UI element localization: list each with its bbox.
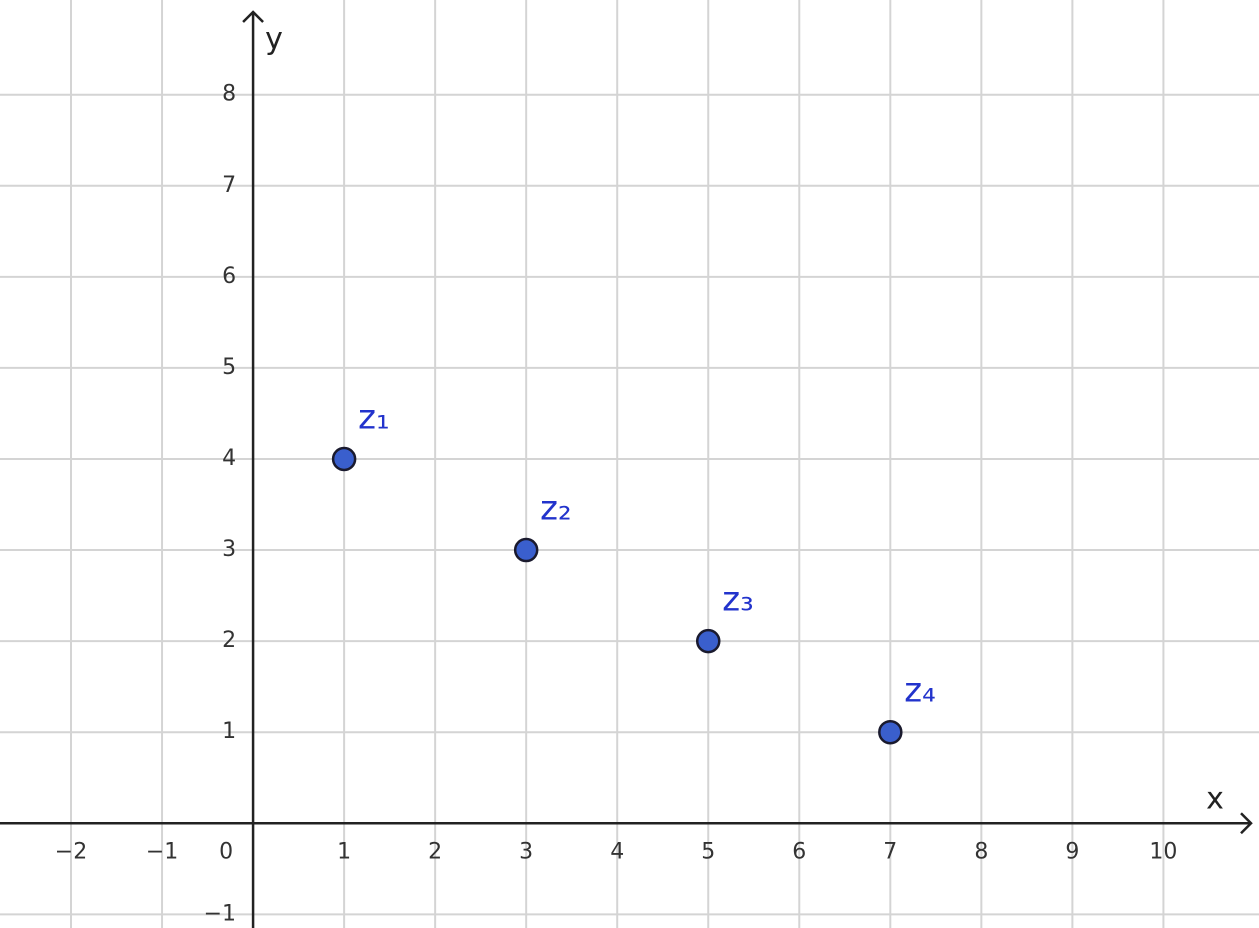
y-axis-label: y [265,22,283,57]
x-tick-label: 2 [428,839,442,864]
y-tick-label: 5 [222,355,236,380]
x-tick-label: 8 [974,839,988,864]
point [878,719,903,745]
x-tick-label: 4 [610,839,624,864]
x-tick-label: 3 [519,839,533,864]
x-tick-label: 0 [219,839,233,864]
x-tick-label: 5 [701,839,715,864]
x-axis-label: x [1206,782,1224,817]
point-label: z₂ [540,489,571,529]
point-label: z₄ [904,671,935,711]
y-axis [242,10,264,928]
point-label: z₁ [358,397,389,437]
x-axis [0,812,1253,835]
point [331,446,357,472]
x-tick-label: 6 [792,839,806,864]
y-tick-label: 6 [222,264,236,289]
y-tick-label: 7 [222,173,236,198]
x-tick-label: 7 [883,839,897,864]
x-tick-label: 1 [337,839,351,864]
x-tick-label: −2 [55,839,87,864]
axes [0,10,1253,928]
y-tick-label: −1 [204,901,236,926]
y-tick-label: 2 [222,628,236,653]
y-tick-label: 4 [222,446,236,471]
point [513,537,539,563]
x-tick-label: 9 [1065,839,1079,864]
y-tick-label: 8 [222,82,236,107]
x-tick-label: 10 [1149,839,1177,864]
x-tick-label: −1 [146,839,178,864]
point [695,628,721,654]
point-label: z₃ [722,580,753,620]
y-tick-label: 1 [222,719,236,744]
y-tick-label: 3 [222,537,236,562]
